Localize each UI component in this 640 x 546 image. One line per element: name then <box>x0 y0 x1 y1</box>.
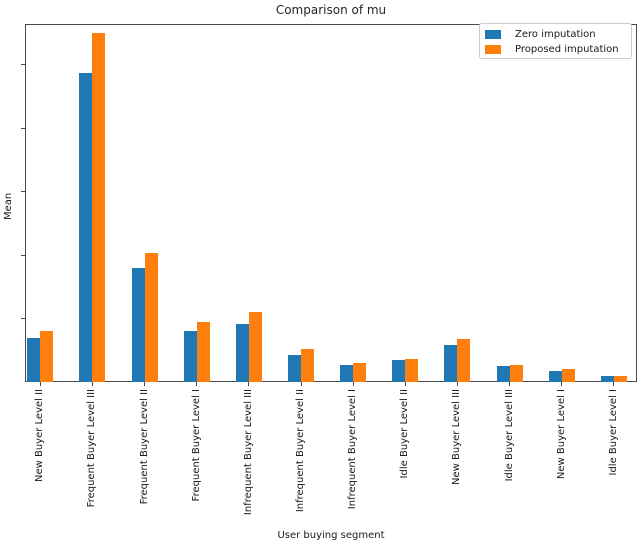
x-tick-label-5: Infrequent Buyer Level II <box>295 389 306 513</box>
bar-zero-imputation-5 <box>288 355 301 382</box>
bar-zero-imputation-11 <box>600 376 614 382</box>
legend-item-proposed-imputation: Proposed imputation <box>485 42 626 57</box>
x-tick-label-0: New Buyer Level II <box>34 389 46 483</box>
x-tick-label-9: Idle Buyer Level III <box>503 389 515 482</box>
x-axis-tick <box>39 382 41 386</box>
x-tick-label-8: New Buyer Level III <box>451 389 463 485</box>
bar-zero-imputation-4 <box>235 324 249 382</box>
y-axis-tick <box>21 318 25 320</box>
y-axis-label: Mean <box>3 192 14 220</box>
bar-zero-imputation-6 <box>340 365 354 382</box>
plot-area <box>25 24 637 382</box>
x-axis-tick <box>509 382 511 386</box>
bar-proposed-imputation-4 <box>248 312 262 382</box>
x-axis-label: User buying segment <box>277 530 385 541</box>
x-axis-tick <box>352 382 354 386</box>
legend-label-zero-imputation: Zero imputation <box>515 28 596 40</box>
bar-proposed-imputation-7 <box>405 359 419 382</box>
bar-proposed-imputation-9 <box>509 365 523 382</box>
bar-proposed-imputation-2 <box>144 253 158 382</box>
x-tick-label-10: New Buyer Level I <box>555 389 567 480</box>
x-tick-label-6: Infrequent Buyer Level I <box>347 389 359 510</box>
bar-zero-imputation-7 <box>392 360 406 382</box>
bar-proposed-imputation-3 <box>196 322 210 382</box>
bar-zero-imputation-0 <box>27 338 41 382</box>
bar-proposed-imputation-0 <box>40 331 54 382</box>
x-tick-label-2: Frequent Buyer Level II <box>138 389 150 505</box>
y-axis-tick <box>21 64 25 66</box>
y-axis-tick <box>21 254 25 256</box>
bar-proposed-imputation-10 <box>561 369 575 382</box>
legend: Zero imputation Proposed imputation <box>479 23 632 59</box>
bar-proposed-imputation-6 <box>353 363 367 382</box>
x-tick-label-4: Infrequent Buyer Level III <box>242 389 254 516</box>
bar-zero-imputation-8 <box>444 345 458 382</box>
x-axis-tick <box>300 382 302 386</box>
x-axis-tick <box>91 382 93 386</box>
x-tick-label-3: Frequent Buyer Level I <box>190 389 202 502</box>
legend-swatch-proposed-imputation-icon <box>485 45 501 54</box>
bar-zero-imputation-1 <box>79 73 93 382</box>
legend-swatch-zero-imputation-icon <box>485 30 501 39</box>
x-axis-tick <box>248 382 250 386</box>
y-axis-tick <box>21 127 25 129</box>
y-axis-tick <box>21 191 25 193</box>
bar-proposed-imputation-11 <box>613 376 627 382</box>
x-axis-tick <box>456 382 458 386</box>
bar-proposed-imputation-1 <box>92 33 106 382</box>
x-axis-tick <box>144 382 146 386</box>
bar-zero-imputation-10 <box>548 371 562 382</box>
bar-proposed-imputation-5 <box>301 349 314 382</box>
legend-item-zero-imputation: Zero imputation <box>485 27 626 42</box>
x-tick-label-7: Idle Buyer Level II <box>399 389 411 479</box>
legend-label-proposed-imputation: Proposed imputation <box>515 43 619 55</box>
bar-zero-imputation-2 <box>131 268 145 382</box>
x-axis-tick <box>561 382 563 386</box>
bar-proposed-imputation-8 <box>457 339 471 382</box>
bar-zero-imputation-3 <box>183 331 197 382</box>
x-tick-label-1: Frequent Buyer Level III <box>86 389 98 508</box>
bar-zero-imputation-9 <box>496 366 510 382</box>
x-axis-tick <box>196 382 198 386</box>
chart-title: Comparison of mu <box>275 3 387 17</box>
x-axis-tick <box>613 382 615 386</box>
x-axis-tick <box>404 382 406 386</box>
x-tick-label-11: Idle Buyer Level I <box>607 389 619 476</box>
